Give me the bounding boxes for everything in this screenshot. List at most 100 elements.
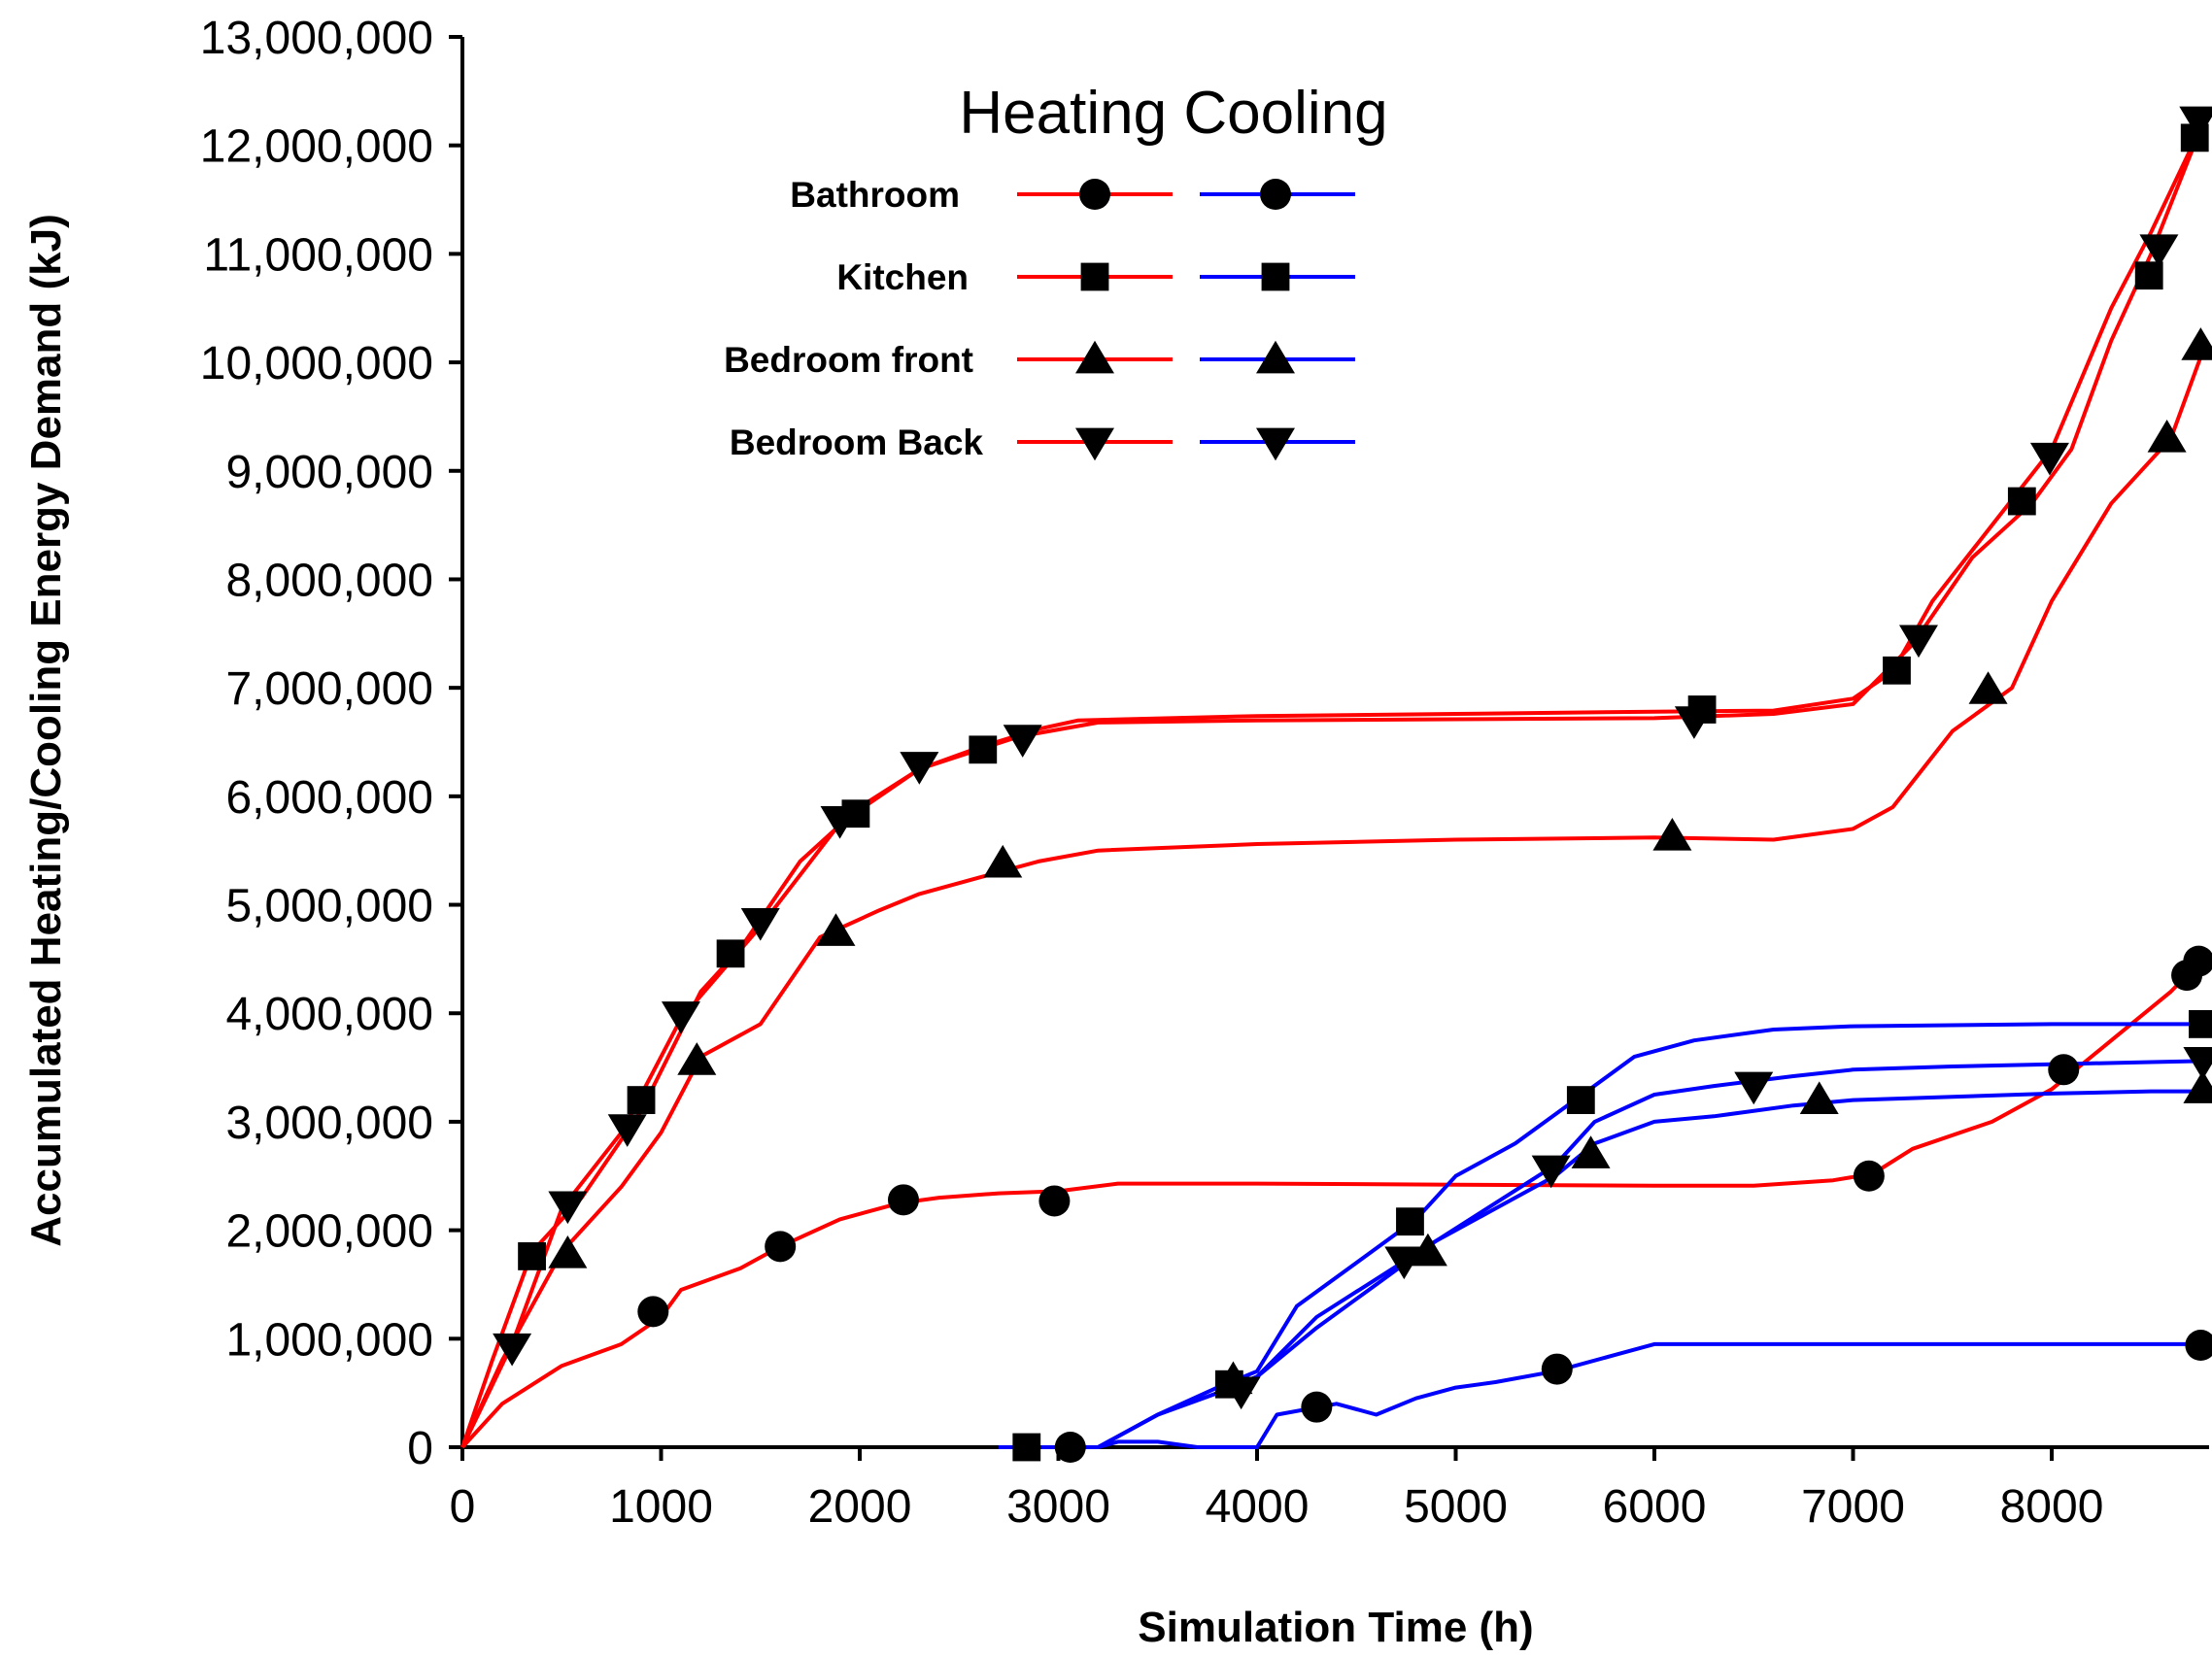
- bathroom-heating-marker: [887, 1184, 919, 1216]
- bedroom-front-heating-line: [460, 351, 2205, 1448]
- x-tick-label: 2000: [808, 1481, 912, 1533]
- legend-heating-marker-kitchen: [1080, 262, 1109, 291]
- legend-heating-marker-bedroom-back: [1075, 427, 1114, 461]
- x-tick-label: 3000: [1006, 1481, 1110, 1533]
- x-tick-label: 1000: [609, 1481, 713, 1533]
- x-tick-label: 7000: [1801, 1481, 1905, 1533]
- legend-label-kitchen: Kitchen: [836, 257, 969, 297]
- y-tick-label: 7,000,000: [225, 663, 433, 715]
- plot-area: [460, 37, 2209, 1449]
- bedroom-back-heating-marker: [607, 1114, 647, 1147]
- bathroom-cooling-marker: [1541, 1353, 1573, 1385]
- kitchen-cooling-line: [999, 1022, 2203, 1449]
- bedroom-back-cooling-marker: [2183, 1046, 2212, 1080]
- bedroom-front-cooling-marker: [1408, 1233, 1447, 1267]
- bathroom-heating-marker: [765, 1231, 797, 1263]
- legend-rows: Bathroom Kitchen Bedroom front Bedroom Back: [724, 175, 1355, 462]
- bathroom-heating-marker: [2048, 1054, 2080, 1086]
- bedroom-back-heating-marker: [2029, 442, 2069, 476]
- bathroom-cooling-marker: [1301, 1391, 1333, 1423]
- y-tick-label: 0: [407, 1423, 433, 1474]
- bedroom-front-heating-marker: [816, 913, 856, 946]
- y-tick-label: 1,000,000: [225, 1314, 433, 1366]
- legend: Heating Cooling Bathroom Kitchen Bedroom f…: [724, 80, 1388, 462]
- kitchen-heating-marker: [969, 735, 998, 764]
- bedroom-back-heating-line: [460, 122, 2205, 1448]
- y-tick-label: 12,000,000: [200, 121, 433, 173]
- bedroom-front-cooling-marker: [1799, 1081, 1839, 1114]
- bedroom-back-cooling-marker: [1531, 1155, 1571, 1189]
- kitchen-heating-marker: [627, 1086, 656, 1114]
- bedroom-back-heating-marker: [2179, 106, 2212, 140]
- bedroom-back-cooling-marker: [1734, 1071, 1774, 1105]
- legend-title: Heating Cooling: [959, 80, 1387, 147]
- kitchen-heating-line: [460, 122, 2205, 1448]
- legend-heating-marker-bedroom-front: [1075, 340, 1114, 374]
- y-tick-label: 4,000,000: [225, 989, 433, 1040]
- bathroom-cooling-line: [999, 1341, 2203, 1449]
- x-axis-title: Simulation Time (h): [1138, 1604, 1533, 1651]
- bedroom-front-heating-marker: [1652, 817, 1692, 851]
- bathroom-heating-marker: [1853, 1160, 1885, 1192]
- bedroom-back-cooling-line: [999, 1059, 2203, 1449]
- bedroom-back-heating-marker: [1674, 706, 1714, 739]
- bedroom-back-heating-marker: [900, 752, 939, 785]
- x-tick-label: 6000: [1603, 1481, 1707, 1533]
- y-axis-title: Accumulated Heating/Cooling Energy Deman…: [22, 214, 70, 1247]
- bedroom-back-heating-marker: [2139, 234, 2179, 267]
- legend-heating-marker-bathroom: [1079, 179, 1110, 210]
- kitchen-cooling-marker: [1012, 1433, 1041, 1462]
- y-tick-label: 2,000,000: [225, 1206, 433, 1258]
- kitchen-cooling-marker: [1396, 1207, 1424, 1236]
- bedroom-front-heating-marker: [2181, 327, 2212, 360]
- bathroom-heating-marker: [2183, 945, 2212, 977]
- y-tick-label: 9,000,000: [225, 447, 433, 498]
- legend-cooling-marker-kitchen: [1261, 262, 1290, 291]
- y-tick-label: 13,000,000: [200, 13, 433, 64]
- x-tick-label: 5000: [1404, 1481, 1508, 1533]
- legend-cooling-marker-bathroom: [1260, 179, 1291, 210]
- bedroom-back-heating-marker: [820, 806, 860, 839]
- bedroom-back-heating-marker: [1003, 725, 1042, 758]
- y-tick-label: 5,000,000: [225, 881, 433, 932]
- x-tick-label: 4000: [1206, 1481, 1310, 1533]
- bathroom-heating-marker: [637, 1296, 669, 1328]
- bedroom-front-heating-marker: [548, 1234, 588, 1268]
- y-tick-label: 6,000,000: [225, 772, 433, 824]
- bedroom-back-heating-marker: [661, 1001, 700, 1034]
- legend-cooling-marker-bedroom-front: [1256, 340, 1295, 374]
- kitchen-heating-marker: [2007, 487, 2036, 516]
- bedroom-front-cooling-marker: [2183, 1070, 2212, 1103]
- kitchen-cooling-marker: [1566, 1086, 1595, 1114]
- x-tick-label: 0: [450, 1481, 476, 1533]
- bathroom-heating-marker: [1038, 1185, 1071, 1217]
- series-lines: [460, 122, 2205, 1449]
- x-tick-label: 8000: [2000, 1481, 2104, 1533]
- kitchen-heating-marker: [716, 939, 745, 968]
- bedroom-front-cooling-marker: [1571, 1135, 1611, 1168]
- bedroom-front-heating-marker: [983, 844, 1023, 878]
- legend-label-bedroom-front: Bedroom front: [724, 340, 973, 380]
- bedroom-front-heating-marker: [677, 1042, 717, 1075]
- bedroom-back-cooling-marker: [1384, 1246, 1424, 1280]
- legend-cooling-marker-bedroom-back: [1256, 427, 1295, 461]
- x-axis-ticks: 0 1000 2000 3000 4000 5000 6000 7000 8000: [450, 1447, 2104, 1533]
- y-tick-label: 3,000,000: [225, 1098, 433, 1149]
- kitchen-heating-marker: [2134, 261, 2163, 290]
- y-tick-label: 8,000,000: [225, 555, 433, 606]
- bedroom-back-heating-marker: [548, 1191, 588, 1225]
- bathroom-heating-line: [460, 958, 2204, 1449]
- legend-label-bedroom-back: Bedroom Back: [730, 423, 984, 462]
- legend-label-bathroom: Bathroom: [790, 175, 960, 215]
- bedroom-front-cooling-line: [999, 1089, 2203, 1449]
- y-tick-label: 11,000,000: [203, 229, 433, 281]
- bedroom-back-heating-marker: [1898, 625, 1938, 659]
- bathroom-cooling-marker: [2185, 1330, 2212, 1362]
- y-tick-label: 10,000,000: [200, 338, 433, 389]
- y-axis-ticks: 0 1,000,000 2,000,000 3,000,000 4,000,000 5,0…: [200, 13, 462, 1474]
- bedroom-front-heating-marker: [1968, 671, 2008, 704]
- bedroom-front-heating-marker: [2147, 420, 2187, 453]
- kitchen-heating-marker: [1883, 656, 1911, 685]
- bedroom-back-heating-marker: [740, 908, 780, 941]
- bedroom-back-cooling-marker: [1221, 1376, 1261, 1410]
